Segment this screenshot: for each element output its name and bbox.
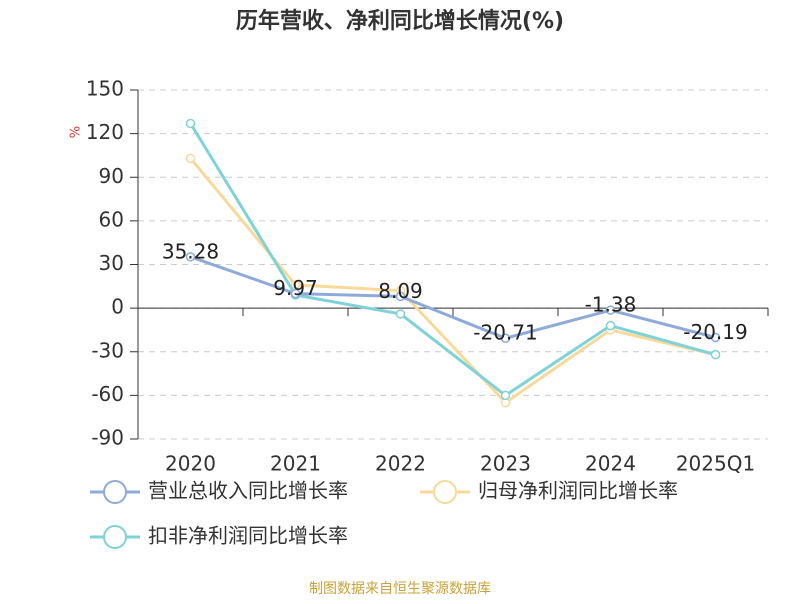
data-point xyxy=(395,291,406,302)
legend-label: 归母净利润同比增长率 xyxy=(478,479,678,503)
y-tick-label: -60 xyxy=(91,382,124,406)
series-line xyxy=(189,157,716,405)
y-axis-label: % xyxy=(69,126,84,138)
data-point xyxy=(290,280,301,290)
chart-title: 历年营收、净利同比增长情况(%) xyxy=(236,8,564,34)
data-label: 8.09 xyxy=(378,279,423,303)
x-tick-label: 2023 xyxy=(480,452,531,476)
y-tick-label: 0 xyxy=(111,295,124,319)
data-point xyxy=(185,118,196,129)
legend-label: 营业总收入同比增长率 xyxy=(148,479,348,503)
series-line xyxy=(190,255,716,340)
y-tick-label: -90 xyxy=(91,426,124,450)
data-point xyxy=(605,305,616,315)
data-point xyxy=(710,349,721,360)
data-label: 9.97 xyxy=(273,276,318,300)
data-point xyxy=(500,390,511,401)
data-point xyxy=(605,320,616,331)
y-tick-label: -30 xyxy=(91,338,124,362)
data-label: -1.38 xyxy=(585,293,637,317)
x-tick-label: 2022 xyxy=(375,452,426,476)
legend-marker xyxy=(103,480,127,504)
data-label: -20.19 xyxy=(683,320,747,344)
x-tick-label: 2025Q1 xyxy=(676,452,755,476)
y-tick-label: 120 xyxy=(86,120,124,144)
data-point xyxy=(710,332,721,343)
legend-label: 扣非净利润同比增长率 xyxy=(148,524,348,548)
y-tick-label: 150 xyxy=(86,77,124,101)
data-point xyxy=(185,252,196,262)
legend-marker xyxy=(433,480,457,504)
y-tick-label: 90 xyxy=(99,164,124,188)
series-line xyxy=(189,122,716,398)
y-tick-label: 60 xyxy=(99,207,124,231)
data-point xyxy=(500,333,511,343)
data-label: -20.71 xyxy=(473,321,537,345)
source-note: 制图数据来自恒生聚源数据库 xyxy=(309,581,491,597)
data-label: 35.28 xyxy=(162,239,219,263)
data-point xyxy=(395,309,406,319)
data-point xyxy=(185,153,196,164)
data-point xyxy=(290,288,301,299)
x-tick-label: 2021 xyxy=(270,452,321,476)
y-tick-label: 30 xyxy=(99,251,124,275)
x-tick-label: 2024 xyxy=(585,452,636,476)
legend-marker xyxy=(103,525,127,549)
x-tick-label: 2020 xyxy=(165,452,216,476)
